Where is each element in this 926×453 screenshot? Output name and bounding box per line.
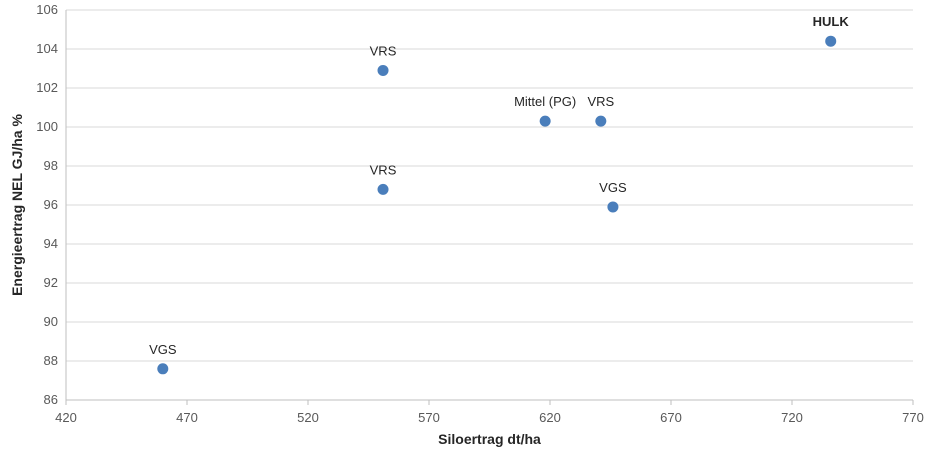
- data-label: VRS: [370, 43, 397, 58]
- data-point: [157, 363, 169, 375]
- y-tick-label: 104: [36, 41, 58, 56]
- y-axis-title: Energieertrag NEL GJ/ha %: [9, 114, 25, 296]
- data-label: VRS: [370, 162, 397, 177]
- data-point: [539, 115, 551, 127]
- y-tick-label: 92: [44, 275, 58, 290]
- y-tick-label: 86: [44, 392, 58, 407]
- data-point: [595, 115, 607, 127]
- y-tick-label: 94: [44, 236, 58, 251]
- x-tick-label: 470: [176, 410, 198, 425]
- data-point: [377, 183, 389, 195]
- data-label: VGS: [149, 342, 177, 357]
- y-tick-label: 96: [44, 197, 58, 212]
- y-tick-label: 106: [36, 2, 58, 17]
- data-label: Mittel (PG): [514, 94, 576, 109]
- data-point: [607, 201, 619, 213]
- data-point: [825, 35, 837, 47]
- data-labels: VGS VRS VRS Mittel (PG) VRS VGS HULK: [149, 14, 849, 357]
- x-tick-label: 720: [781, 410, 803, 425]
- data-label: HULK: [813, 14, 850, 29]
- x-tick-label: 420: [55, 410, 77, 425]
- x-tick-label: 770: [902, 410, 924, 425]
- y-tick-label: 98: [44, 158, 58, 173]
- x-tick-label: 620: [539, 410, 561, 425]
- data-label: VGS: [599, 180, 627, 195]
- y-tick-label: 100: [36, 119, 58, 134]
- y-tick-labels: 86 88 90 92 94 96 98 100 102 104 106: [36, 2, 58, 407]
- x-axis-title: Siloertrag dt/ha: [438, 431, 541, 447]
- y-tick-label: 88: [44, 353, 58, 368]
- y-tick-label: 102: [36, 80, 58, 95]
- x-tick-labels: 420 470 520 570 620 670 720 770: [55, 410, 924, 425]
- axes: [65, 10, 914, 405]
- data-label: VRS: [587, 94, 614, 109]
- y-tick-label: 90: [44, 314, 58, 329]
- x-tick-label: 520: [297, 410, 319, 425]
- x-tick-label: 670: [660, 410, 682, 425]
- x-tick-label: 570: [418, 410, 440, 425]
- data-point: [377, 64, 389, 76]
- grid-lines: [66, 9, 913, 362]
- data-points: [157, 35, 837, 375]
